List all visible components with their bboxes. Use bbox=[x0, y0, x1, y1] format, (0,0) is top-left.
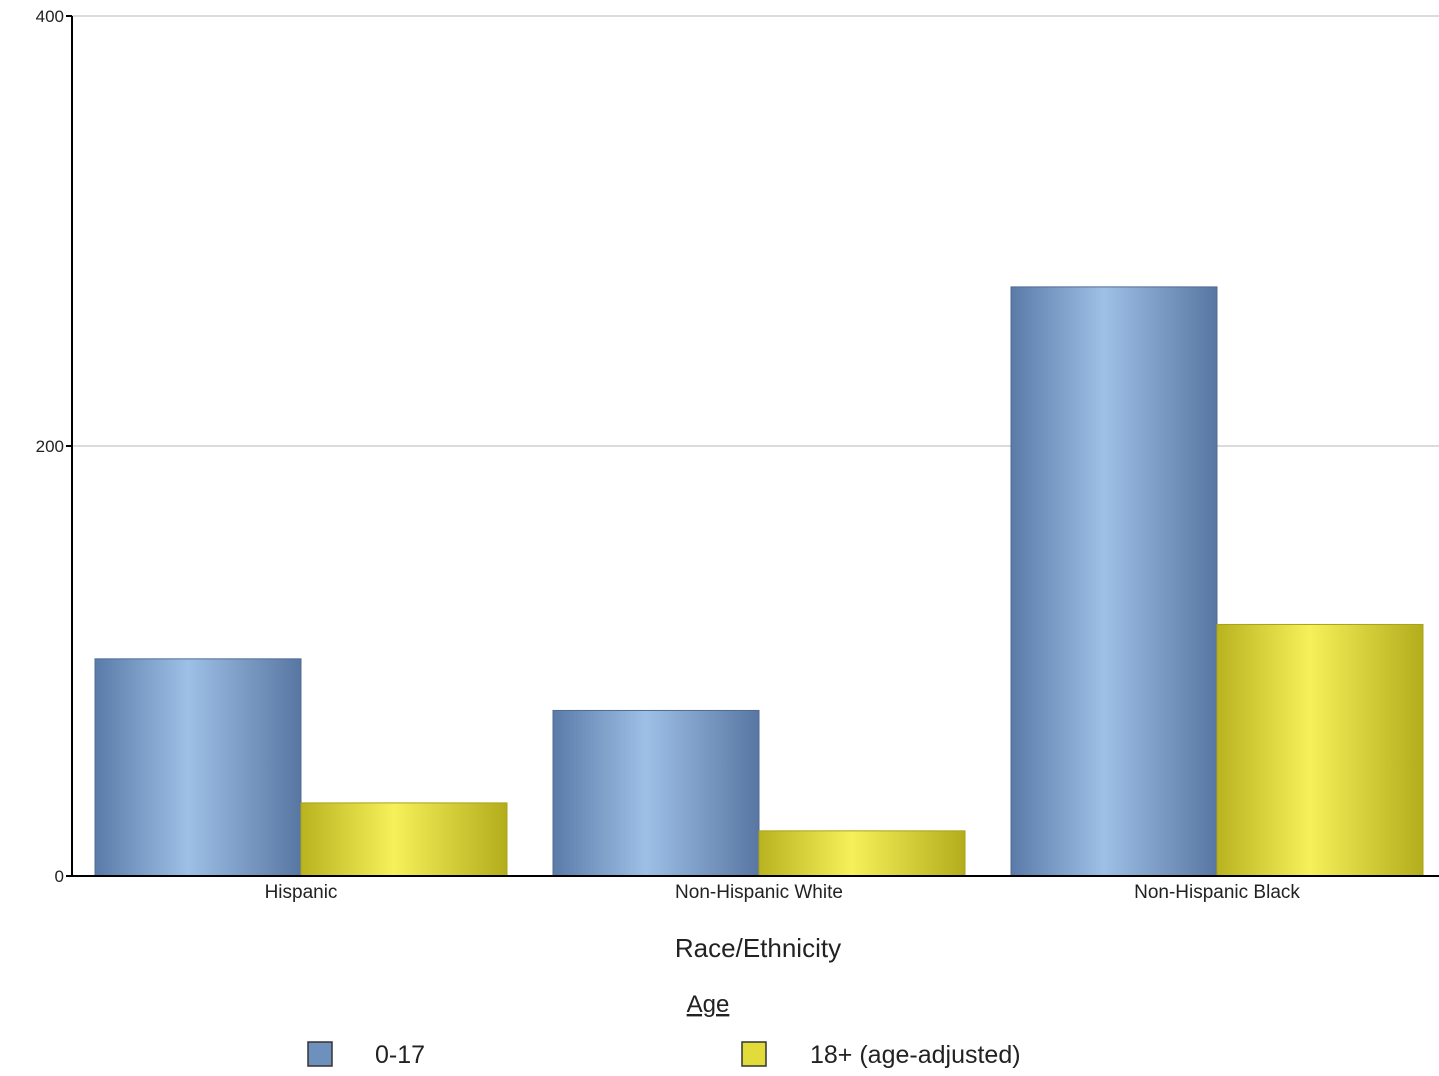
y-tick-label: 400 bbox=[36, 7, 64, 26]
legend-swatch bbox=[741, 1041, 767, 1067]
bar-age-0-17-2 bbox=[1010, 286, 1218, 877]
x-axis-title: Race/Ethnicity bbox=[675, 933, 841, 963]
x-category-label: Hispanic bbox=[265, 882, 338, 903]
gridlines bbox=[72, 15, 1439, 447]
x-category-labels: Hispanic Non-Hispanic White Non-Hispanic B… bbox=[265, 882, 1301, 903]
legend-swatch bbox=[307, 1041, 333, 1067]
bars bbox=[94, 286, 1424, 877]
legend-label: 0-17 bbox=[375, 1041, 425, 1069]
legend: 0-17 18+ (age-adjusted) bbox=[307, 1041, 1021, 1069]
bar-age-18-plus-0 bbox=[300, 802, 508, 877]
bar-age-0-17-1 bbox=[552, 709, 760, 877]
x-category-label: Non-Hispanic Black bbox=[1134, 882, 1300, 903]
y-tick-label: 200 bbox=[36, 437, 64, 456]
legend-title: Age bbox=[687, 991, 730, 1018]
legend-label: 18+ (age-adjusted) bbox=[810, 1041, 1021, 1069]
y-tick-label: 0 bbox=[55, 867, 64, 886]
x-category-label: Non-Hispanic White bbox=[675, 882, 843, 903]
bar-age-18-plus-2 bbox=[1216, 623, 1424, 877]
y-ticks: 0 200 400 bbox=[36, 7, 72, 886]
bar-age-0-17-0 bbox=[94, 658, 302, 877]
bar-age-18-plus-1 bbox=[758, 830, 966, 877]
